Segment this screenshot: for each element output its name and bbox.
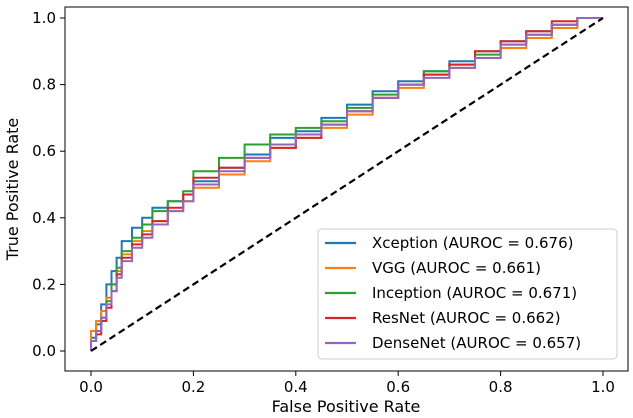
y-tick-label: 0.0 bbox=[32, 342, 56, 360]
legend-label: Xception (AUROC = 0.676) bbox=[372, 234, 573, 252]
legend-label: VGG (AUROC = 0.661) bbox=[372, 259, 541, 277]
legend-label: Inception (AUROC = 0.671) bbox=[372, 284, 577, 302]
plot-frame bbox=[64, 6, 629, 372]
x-tick-label: 1.0 bbox=[591, 378, 615, 396]
y-tick-label: 0.2 bbox=[32, 275, 56, 293]
y-tick-label: 0.8 bbox=[32, 76, 56, 94]
x-tick-label: 0.8 bbox=[489, 378, 513, 396]
legend-label: DenseNet (AUROC = 0.657) bbox=[372, 334, 581, 352]
series-line-4 bbox=[90, 17, 603, 351]
x-axis-label: False Positive Rate bbox=[272, 397, 421, 416]
legend-label: ResNet (AUROC = 0.662) bbox=[372, 309, 561, 327]
y-tick-label: 0.6 bbox=[32, 142, 56, 160]
x-axis-ticks: 0.0 0.2 0.4 0.6 0.8 1.0 bbox=[79, 371, 615, 396]
x-tick-label: 0.6 bbox=[386, 378, 410, 396]
x-tick-label: 0.4 bbox=[284, 378, 308, 396]
y-tick-label: 1.0 bbox=[32, 9, 56, 27]
legend: Xception (AUROC = 0.676) VGG (AUROC = 0.6… bbox=[317, 228, 618, 360]
series-lines bbox=[90, 17, 604, 352]
chance-diagonal-line bbox=[90, 17, 604, 352]
y-axis-label: True Positive Rate bbox=[3, 118, 22, 262]
y-tick-label: 0.4 bbox=[32, 209, 56, 227]
x-tick-label: 0.2 bbox=[181, 378, 205, 396]
y-axis-ticks: 0.0 0.2 0.4 0.6 0.8 1.0 bbox=[32, 9, 65, 360]
legend-box bbox=[317, 228, 618, 360]
x-tick-label: 0.0 bbox=[79, 378, 103, 396]
